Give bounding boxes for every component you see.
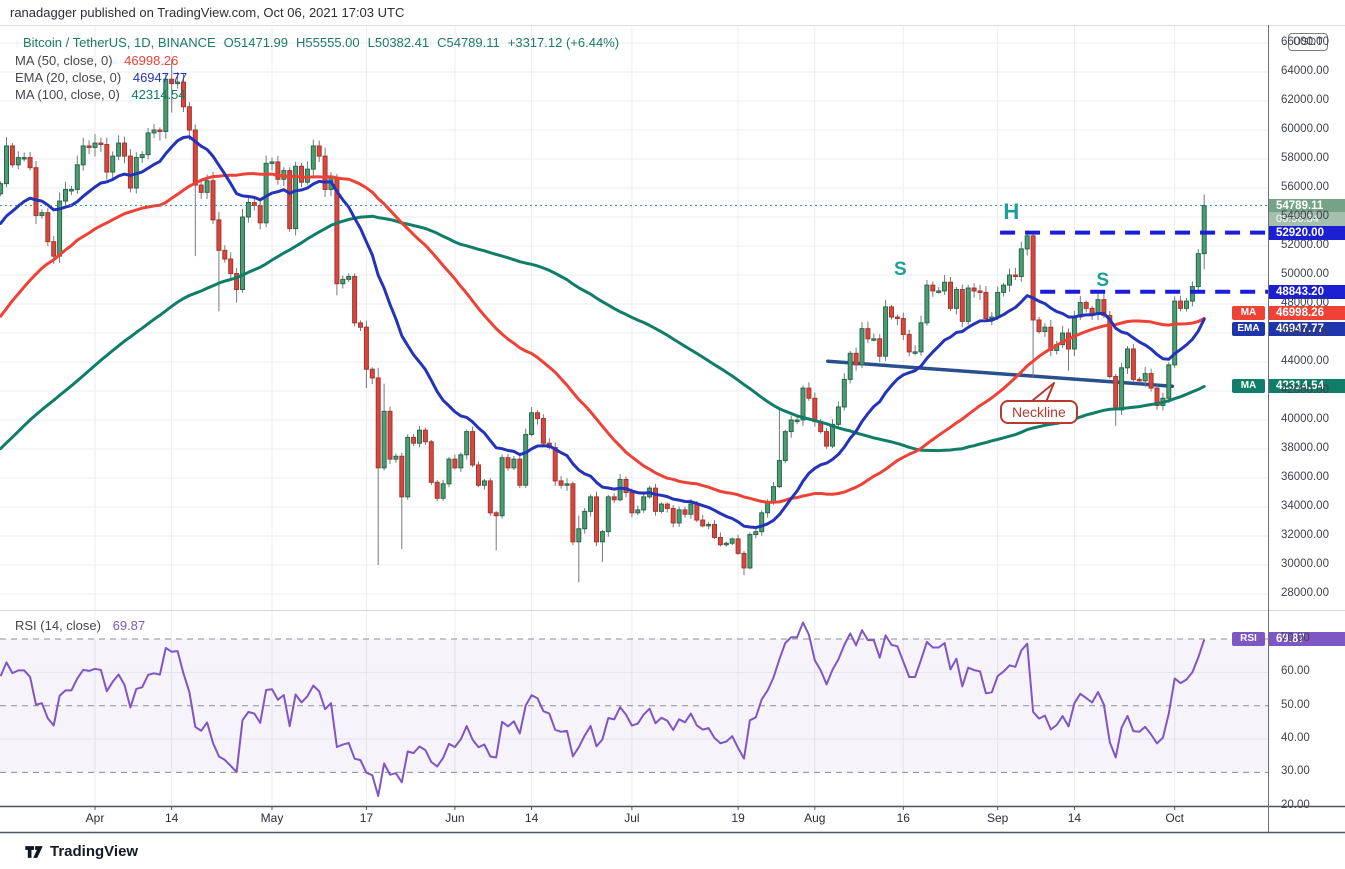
ema20-legend-label: EMA (20, close, 0) [15,70,122,85]
tradingview-watermark[interactable]: TradingView [24,843,138,860]
time-axis-label-Oct: Oct [1165,811,1185,825]
time-axis-label-14: 14 [524,811,539,825]
time-axis-label-Jul: Jul [624,811,640,825]
rsi-axis-label-30: 30.00 [1281,765,1310,778]
price-axis-label-58000: 58000.00 [1281,152,1329,164]
ohlc-high: H55555.00 [296,35,360,50]
price-axis-label-60000: 60000.00 [1281,123,1329,135]
ma100-value-badge: 42314.54 [1269,379,1345,394]
price-axis-label-52000: 52000.00 [1281,239,1329,251]
rsi-legend-label: RSI (14, close) [15,618,101,633]
right-shoulder-label: S [1096,269,1110,291]
symbol-title: Bitcoin / TetherUS, 1D, BINANCE [23,35,216,50]
rsi-line [0,621,1206,797]
tradingview-logo-icon [25,845,43,858]
candles-layer [0,59,1207,583]
ma100-legend-value: 42314.54 [131,87,186,102]
rsi-axis-pill: RSI [1232,632,1265,647]
time-axis-label-14: 14 [165,811,179,825]
neckline-callout[interactable]: Neckline [1000,400,1078,425]
neckline-callout-tail [1031,382,1055,403]
left-shoulder-label: S [894,259,907,281]
ma50-legend-value: 46998.26 [124,53,179,68]
rsi-axis-label-60: 60.00 [1281,665,1310,678]
ma50-legend-row[interactable]: MA (50, close, 0) 46998.26 [15,53,178,68]
head-label: H [1003,198,1020,224]
price-axis-label-42000: 42000.00 [1281,384,1329,396]
symbol-legend-row[interactable]: Bitcoin / TetherUS, 1D, BINANCE O51471.99… [15,35,619,50]
time-axis-label-16: 16 [896,811,910,825]
level-52920-badge: 52920.00 [1269,225,1345,240]
ohlc-close: C54789.11 [437,35,500,50]
ma50-value-badge: 46998.26 [1269,306,1345,321]
rsi-legend-value: 69.87 [112,618,146,633]
time-axis-label-Aug: Aug [804,811,826,825]
ohlc-low: L50382.41 [367,35,430,50]
ma50-axis-pill: MA [1232,306,1265,321]
price-axis-label-28000: 28000.00 [1281,587,1329,599]
time-axis-label-19: 19 [731,811,745,825]
price-axis-label-34000: 34000.00 [1281,500,1329,512]
time-axis-label-Apr: Apr [85,811,105,825]
time-axis-label-14: 14 [1067,811,1082,825]
price-axis-label-66000: 66000.00 [1281,36,1329,48]
ma100-axis-pill: MA [1232,379,1265,394]
time-axis-label-Sep: Sep [987,811,1009,825]
ema20-legend-row[interactable]: EMA (20, close, 0) 46947.77 [15,70,187,85]
time-axis-label-May: May [260,811,284,825]
rsi-axis-label-50: 50.00 [1281,698,1310,711]
price-axis-label-48000: 48000.00 [1281,297,1329,309]
ma50-line [0,172,1206,504]
level-48843-badge: 48843.20 [1269,284,1345,299]
price-axis-label-36000: 36000.00 [1281,471,1329,483]
price-axis-label-44000: 44000.00 [1281,355,1329,367]
price-axis-label-56000: 56000.00 [1281,181,1329,193]
tradingview-logo-text: TradingView [50,843,139,860]
rsi-axis-label-20: 20.00 [1281,798,1310,811]
time-axis-label-Jun: Jun [445,811,465,825]
price-axis-label-54000: 54000.00 [1281,210,1329,222]
time-axis-label-17: 17 [359,811,374,825]
ohlc-open: O51471.99 [223,35,289,50]
price-axis-label-50000: 50000.00 [1281,268,1329,280]
price-axis-label-32000: 32000.00 [1281,529,1329,541]
price-axis-label-30000: 30000.00 [1281,558,1329,570]
price-axis-label-38000: 38000.00 [1281,442,1329,454]
ma50-legend-label: MA (50, close, 0) [15,53,113,68]
rsi-value-badge: 69.87 [1269,632,1345,647]
ma100-legend-row[interactable]: MA (100, close, 0) 42314.54 [15,87,186,102]
price-axis-label-40000: 40000.00 [1281,413,1329,425]
ohlc-change: +3317.12 (+6.44%) [507,35,620,50]
bar-countdown-badge: 06:56:34 [1269,211,1345,226]
ema20-line [0,135,1206,529]
ema20-legend-value: 46947.77 [132,70,188,85]
published-byline: ranadagger published on TradingView.com,… [10,5,405,20]
ema20-axis-pill: EMA [1232,322,1265,337]
rsi-axis-label-40: 40.00 [1281,732,1310,745]
currency-toggle-button[interactable]: USDT [1288,33,1328,51]
price-axis-label-64000: 64000.00 [1281,65,1329,77]
ma100-legend-label: MA (100, close, 0) [15,87,120,102]
last-price-badge: 54789.11 [1269,198,1345,213]
rsi-axis-label-70: 70.00 [1281,632,1310,644]
price-axis-label-46000: 46000.00 [1281,326,1329,338]
ma100-line [0,214,1206,453]
ema20-value-badge: 46947.77 [1269,322,1345,337]
price-axis-label-62000: 62000.00 [1281,94,1329,106]
rsi-band [0,638,1268,773]
rsi-legend-row[interactable]: RSI (14, close) 69.87 [15,618,145,633]
